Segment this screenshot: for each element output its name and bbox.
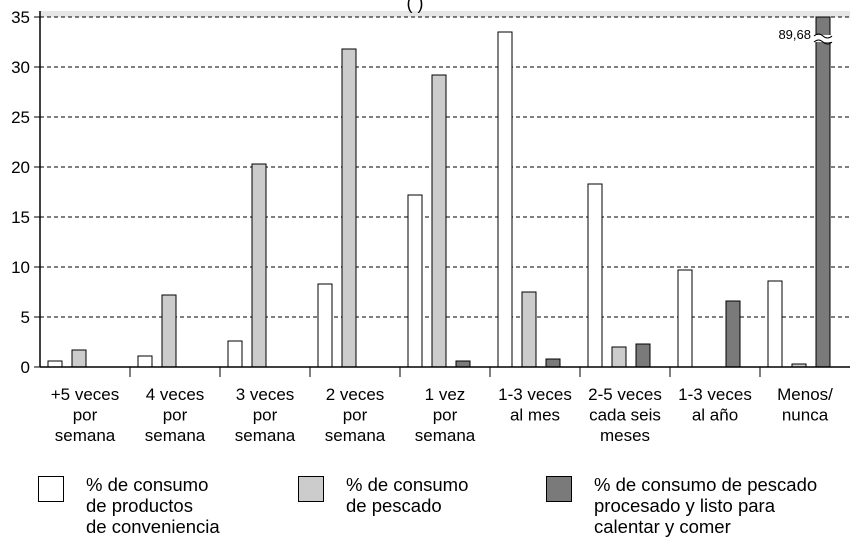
legend-label: % de consumo de productos de convenienci… <box>86 474 220 537</box>
x-tick-label: 1-3 veces al mes <box>498 385 572 425</box>
bar-pescado-0 <box>71 349 87 368</box>
y-tick-label: 35 <box>11 8 30 27</box>
bar-procesado-6 <box>635 343 651 368</box>
bar-procesado-4 <box>455 360 471 368</box>
legend-item-pescado: % de consumo de pescado <box>298 474 468 516</box>
y-tick-label: 30 <box>11 58 30 77</box>
x-tick-label: 1-3 veces al año <box>678 385 752 425</box>
y-tick-label: 0 <box>21 358 30 377</box>
x-tick-label: 2-5 veces cada seis meses <box>588 385 662 445</box>
bar-chart: 0 5 10 15 20 25 30 35 +5 veces por semana 4 veces p… <box>11 0 850 445</box>
y-tick-label: 25 <box>11 108 30 127</box>
x-tick-label: 4 veces por semana <box>145 385 206 445</box>
y-tick-label: 5 <box>21 308 30 327</box>
x-tick-labels: +5 veces por semana 4 veces por semana 3 veces… <box>51 385 833 445</box>
x-tick-label: 1 vez por semana <box>415 385 476 445</box>
legend-swatch-darkgray <box>546 476 572 502</box>
legend-swatch-white <box>38 476 64 502</box>
gridlines <box>40 11 850 318</box>
y-tick-label: 20 <box>11 158 30 177</box>
legend-item-conveniencia: % de consumo de productos de convenienci… <box>38 474 220 537</box>
bar-procesado-5 <box>545 358 561 368</box>
bar-conveniencia-5 <box>497 31 513 368</box>
x-tick-label: 3 veces por semana <box>235 385 296 445</box>
y-tick-label: 10 <box>11 258 30 277</box>
bar-conveniencia-3 <box>317 283 333 368</box>
legend-swatch-lightgray <box>298 476 324 502</box>
bar-pescado-3 <box>341 48 357 368</box>
bar-conveniencia-0 <box>47 360 63 368</box>
axis-break-gap <box>815 35 831 42</box>
plot-top-shadow <box>40 11 850 17</box>
x-tick-label: 2 veces por semana <box>325 385 386 445</box>
bars <box>47 16 833 368</box>
bar-conveniencia-4 <box>407 194 423 368</box>
legend-label: % de consumo de pescado <box>346 474 469 516</box>
bar-conveniencia-6 <box>587 183 603 368</box>
bar-conveniencia-1 <box>137 355 153 368</box>
bar-conveniencia-8 <box>767 280 783 368</box>
legend-item-procesado: % de consumo de pescado procesado y list… <box>546 474 817 537</box>
bar-pescado-2 <box>251 163 267 368</box>
bar-pescado-6 <box>611 346 627 368</box>
bar-conveniencia-2 <box>227 340 243 368</box>
axis-break-mark <box>813 33 833 39</box>
bar-pescado-1 <box>161 294 177 368</box>
y-tick-labels: 0 5 10 15 20 25 30 35 <box>11 8 30 377</box>
legend-label: % de consumo de pescado procesado y list… <box>594 474 818 537</box>
legend: % de consumo de productos de convenienci… <box>0 474 850 551</box>
chart-title-fragment: ( ) <box>407 0 424 13</box>
value-annotation: 89,68 <box>778 27 811 42</box>
bar-procesado-8 <box>815 16 831 368</box>
axis-break-mark <box>813 39 833 45</box>
x-tick-label: +5 veces por semana <box>51 385 120 445</box>
bar-pescado-4 <box>431 74 447 368</box>
bar-pescado-5 <box>521 291 537 368</box>
axes <box>34 11 850 377</box>
bar-conveniencia-7 <box>677 269 693 368</box>
x-tick-label: Menos/nunca <box>777 385 833 425</box>
y-tick-label: 15 <box>11 208 30 227</box>
bar-procesado-7 <box>725 300 741 368</box>
